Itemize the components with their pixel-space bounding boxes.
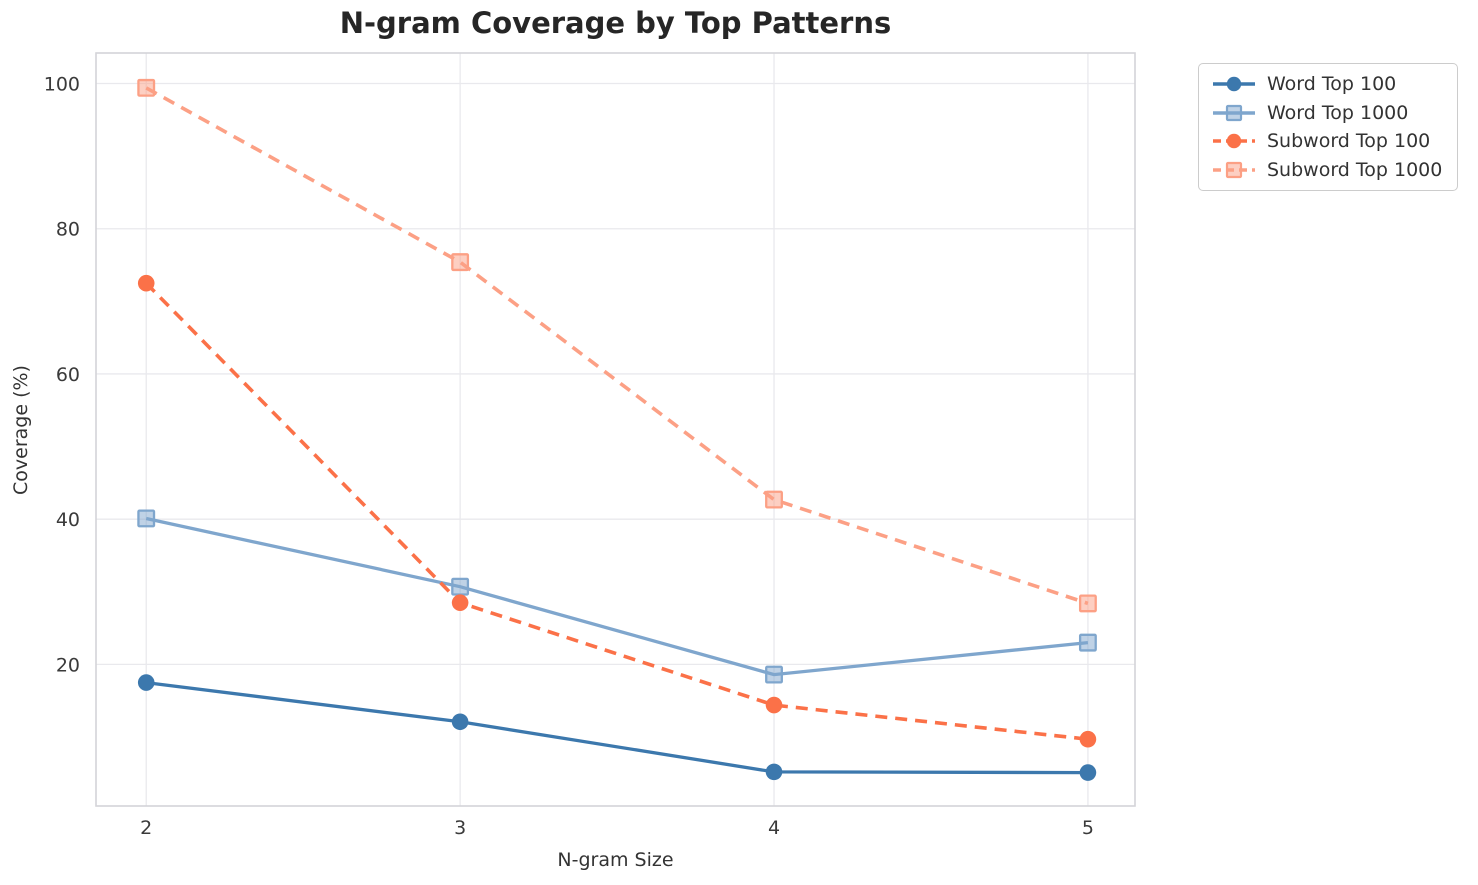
- marker-word-top-1000: [451, 577, 470, 596]
- marker-word-top-1000: [765, 665, 783, 684]
- x-axis-label: N-gram Size: [557, 849, 674, 871]
- marker-word-top-100: [765, 763, 783, 781]
- marker-subword-top-100: [137, 274, 155, 292]
- legend-item-subword-top-1000: Subword Top 1000: [1211, 159, 1445, 181]
- legend-marker-square: [1225, 104, 1243, 121]
- legend-swatch-word-top-1000: [1213, 104, 1255, 121]
- x-tick-label: 4: [768, 817, 780, 839]
- legend-swatch-subword-top-1000: [1213, 161, 1255, 179]
- legend-item-subword-top-100: Subword Top 100: [1211, 130, 1445, 152]
- legend: Word Top 100 Word Top 1000 Subword Top 100…: [1198, 63, 1458, 191]
- x-tick-label: 5: [1082, 817, 1094, 839]
- legend-swatch-word-top-100: [1213, 76, 1255, 92]
- y-tick-label: 80: [56, 219, 80, 241]
- marker-word-top-1000: [1078, 633, 1097, 652]
- marker-subword-top-1000: [451, 253, 470, 272]
- legend-marker-square: [1225, 161, 1243, 179]
- y-tick-label: 60: [56, 364, 80, 386]
- marker-word-top-100: [137, 674, 155, 691]
- y-tick-label: 40: [56, 509, 80, 531]
- series-line-word-top-100: [145, 680, 1088, 775]
- marker-subword-top-100: [765, 696, 783, 714]
- marker-subword-top-1000: [765, 490, 783, 509]
- x-tick-label: 3: [454, 817, 466, 839]
- series-line-subword-top-1000: [145, 86, 1089, 606]
- y-tick-label: 20: [56, 654, 80, 676]
- legend-item-word-top-100: Word Top 100: [1211, 73, 1445, 95]
- series-line-word-top-1000: [145, 516, 1089, 677]
- marker-subword-top-1000: [1078, 594, 1097, 613]
- legend-label: Word Top 1000: [1267, 101, 1409, 124]
- legend-label: Word Top 100: [1267, 73, 1397, 95]
- marker-word-top-100: [451, 713, 469, 731]
- plot-border: [95, 52, 1136, 807]
- legend-marker-circle: [1226, 134, 1242, 149]
- legend-swatch-subword-top-100: [1213, 134, 1255, 149]
- y-tick-label: 100: [44, 73, 80, 95]
- legend-label: Subword Top 1000: [1267, 158, 1443, 181]
- legend-marker-circle: [1226, 76, 1242, 92]
- series-line-subword-top-100: [144, 281, 1089, 741]
- legend-item-word-top-1000: Word Top 1000: [1211, 102, 1445, 124]
- marker-subword-top-100: [451, 594, 469, 611]
- marker-subword-top-1000: [137, 78, 156, 97]
- marker-word-top-100: [1079, 764, 1097, 781]
- marker-word-top-1000: [137, 509, 156, 528]
- x-tick-label: 2: [140, 817, 152, 839]
- marker-subword-top-100: [1079, 730, 1097, 748]
- chart-title: N-gram Coverage by Top Patterns: [339, 6, 892, 40]
- legend-label: Subword Top 100: [1267, 130, 1431, 153]
